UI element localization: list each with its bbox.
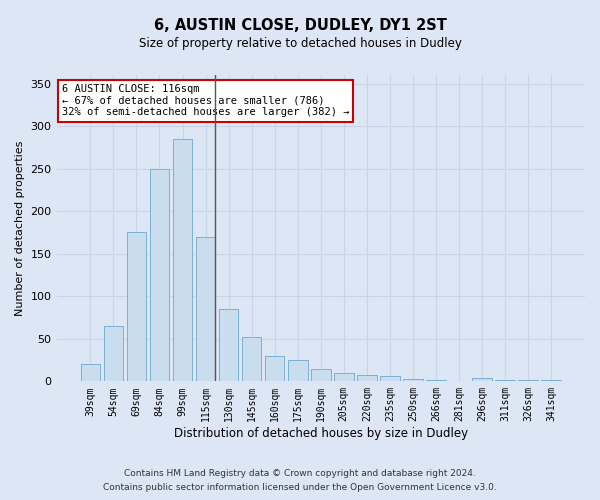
Text: Contains HM Land Registry data © Crown copyright and database right 2024.: Contains HM Land Registry data © Crown c… — [124, 468, 476, 477]
Bar — [518, 380, 538, 382]
Bar — [173, 139, 193, 382]
Bar — [127, 232, 146, 382]
Bar — [149, 168, 169, 382]
Bar — [403, 379, 423, 382]
Text: Contains public sector information licensed under the Open Government Licence v3: Contains public sector information licen… — [103, 484, 497, 492]
Text: Size of property relative to detached houses in Dudley: Size of property relative to detached ho… — [139, 38, 461, 51]
Bar — [196, 236, 215, 382]
Text: 6, AUSTIN CLOSE, DUDLEY, DY1 2ST: 6, AUSTIN CLOSE, DUDLEY, DY1 2ST — [154, 18, 446, 32]
Bar — [104, 326, 123, 382]
Bar — [496, 380, 515, 382]
Bar — [80, 364, 100, 382]
Bar — [541, 380, 561, 382]
Bar — [380, 376, 400, 382]
Bar — [288, 360, 308, 382]
Text: 6 AUSTIN CLOSE: 116sqm
← 67% of detached houses are smaller (786)
32% of semi-de: 6 AUSTIN CLOSE: 116sqm ← 67% of detached… — [62, 84, 349, 117]
Bar — [311, 368, 331, 382]
Bar — [357, 374, 377, 382]
Bar — [426, 380, 446, 382]
Bar — [265, 356, 284, 382]
Bar — [242, 337, 262, 382]
Bar — [219, 309, 238, 382]
Bar — [334, 373, 353, 382]
Bar — [472, 378, 492, 382]
Y-axis label: Number of detached properties: Number of detached properties — [15, 140, 25, 316]
X-axis label: Distribution of detached houses by size in Dudley: Distribution of detached houses by size … — [174, 427, 468, 440]
